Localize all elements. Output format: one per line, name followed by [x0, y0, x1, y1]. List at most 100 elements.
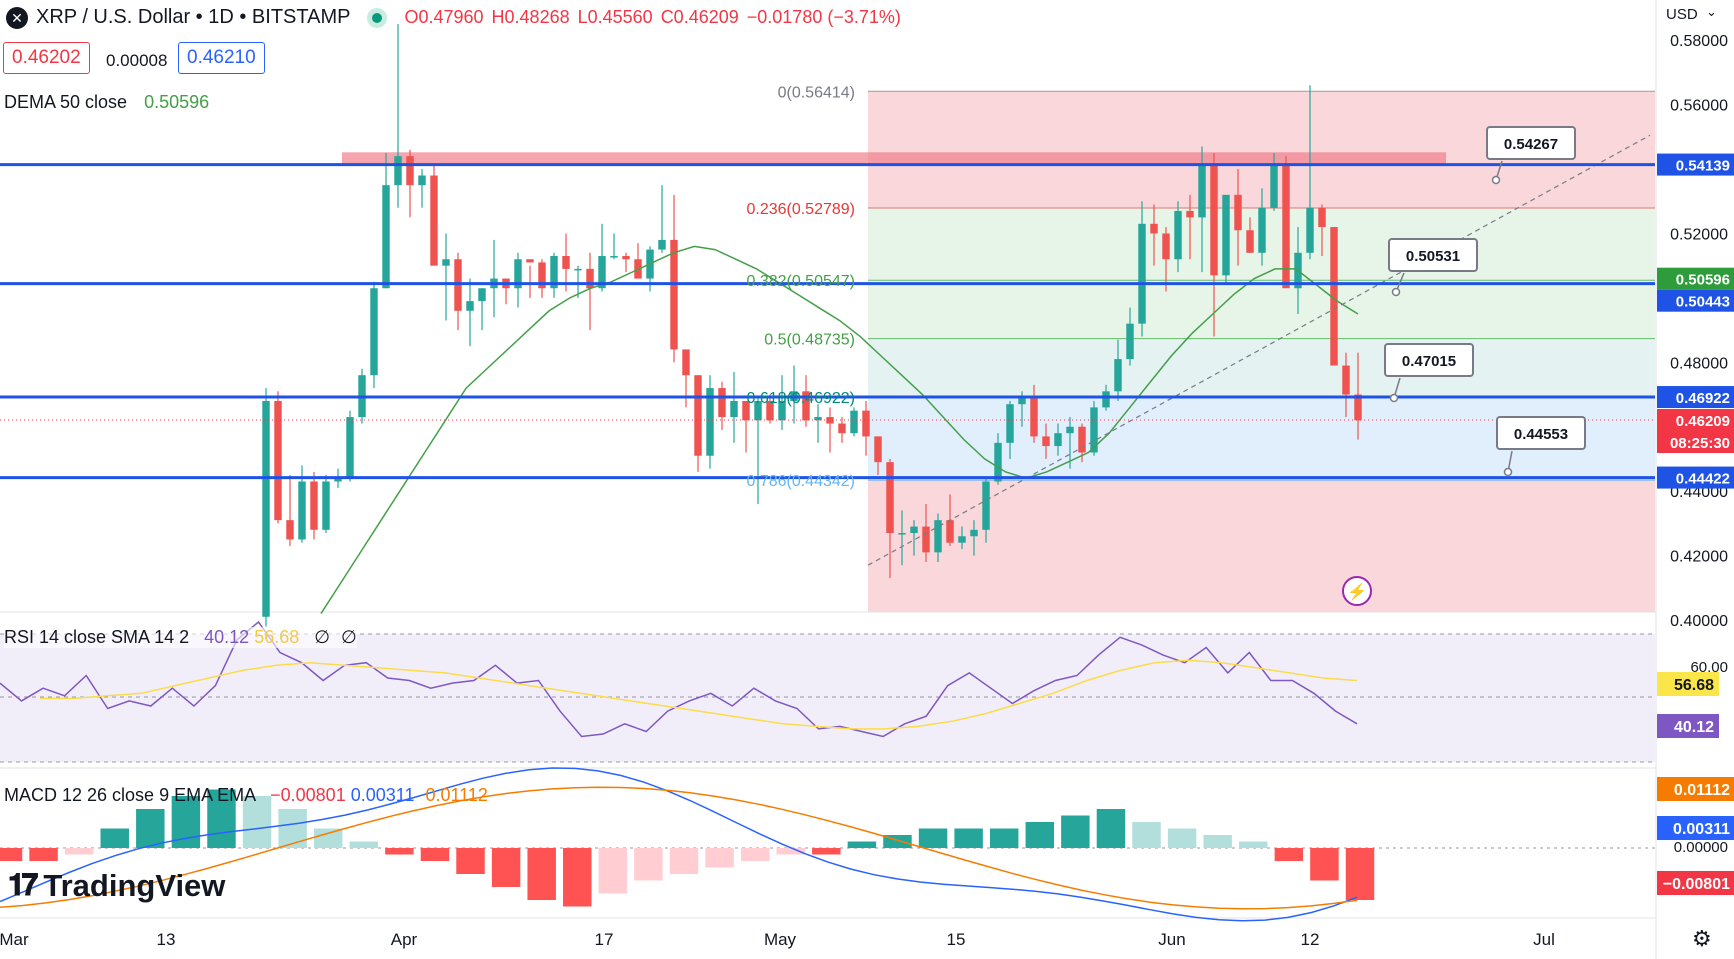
candle-body [1030, 397, 1038, 437]
price-axis-tag [1657, 267, 1734, 290]
price-axis-tag [1657, 466, 1734, 489]
currency-dropdown-icon[interactable]: ⌄ [1706, 4, 1717, 19]
candle-body [538, 262, 546, 289]
rsi-extra-1: ∅ [314, 627, 330, 647]
candle-body [694, 375, 702, 456]
ohlc-change: −0.01780 (−3.71%) [746, 7, 901, 27]
candle-body [382, 185, 390, 289]
candle-body [1138, 223, 1146, 324]
macd-histogram-bar [385, 848, 414, 855]
candle-body [514, 259, 522, 289]
macd-line-value: 0.00311 [350, 785, 415, 805]
price-axis-tag [1657, 431, 1734, 454]
candle-body [322, 481, 330, 530]
candle-body [406, 156, 414, 186]
macd-histogram-bar [669, 848, 699, 874]
macd-legend[interactable]: MACD 12 26 close 9 EMA EMA −0.00801 0.00… [4, 785, 488, 806]
fib-zone [868, 338, 1655, 398]
candle-body [370, 288, 378, 376]
callout-value: 0.50531 [1406, 248, 1460, 265]
price-axis-tag-value: 0.50443 [1676, 294, 1730, 311]
rsi-value: 40.12 [204, 627, 250, 647]
candle-body [550, 256, 558, 289]
candle-body [958, 536, 966, 543]
bid-price-box[interactable]: 0.46202 [3, 42, 90, 74]
dema-legend[interactable]: DEMA 50 close 0.50596 [4, 92, 209, 113]
time-axis-label: 12 [1301, 930, 1320, 949]
fib-level-label: 0.382(0.50547) [746, 273, 855, 290]
xrp-logo-icon: ✕ [6, 6, 28, 29]
price-axis-tick: 0.58000 [1670, 33, 1728, 50]
rsi-axis-tag [1657, 714, 1719, 738]
candle-body [1342, 365, 1350, 395]
macd-axis-tag [1657, 871, 1734, 895]
macd-histogram-bar [1310, 848, 1339, 881]
price-axis-tag-value: 0.54139 [1676, 158, 1730, 175]
macd-histogram-bar [740, 848, 770, 861]
candle-body [982, 481, 990, 530]
candle-body [622, 256, 630, 260]
fib-level-label: 0(0.56414) [778, 84, 855, 101]
macd-axis-tag-value: 0.00311 [1673, 821, 1730, 838]
symbol-title[interactable]: XRP / U.S. Dollar • 1D • BITSTAMP [36, 6, 351, 28]
candle-body [1090, 407, 1098, 453]
macd-axis-tag [1657, 777, 1734, 801]
resistance-zone [342, 152, 1446, 166]
callout-anchor [1503, 467, 1513, 477]
candle-body [814, 417, 822, 421]
time-axis-label: May [764, 930, 797, 949]
candle-body [1354, 394, 1362, 421]
tradingview-wordmark: TradingView [43, 868, 226, 903]
rsi-legend[interactable]: RSI 14 close SMA 14 2 40.12 56.68 ∅ ∅ [4, 627, 357, 648]
macd-histogram-bar [1132, 822, 1161, 848]
candle-body [886, 462, 894, 534]
candle-body [706, 388, 714, 456]
candle-body [898, 533, 906, 535]
fib-zone [868, 480, 1655, 612]
candle-body [1102, 391, 1110, 408]
ask-price-box[interactable]: 0.46210 [178, 42, 265, 74]
macd-histogram-bar [100, 828, 129, 848]
chart-header: ✕ XRP / U.S. Dollar • 1D • BITSTAMP O0.4… [6, 6, 901, 29]
tradingview-logo-icon: 𝟏𝟕 [8, 869, 38, 902]
macd-histogram-bar [634, 848, 663, 881]
candle-body [766, 400, 774, 421]
candle-body [730, 400, 738, 418]
time-axis-label: Jun [1158, 930, 1185, 949]
candle-body [922, 526, 930, 553]
candle-body [1174, 210, 1182, 260]
candle-body [346, 417, 354, 479]
candle-body [1162, 233, 1170, 260]
macd-histogram-bar [954, 828, 983, 848]
price-axis-tag [1657, 153, 1734, 176]
candle-body [466, 301, 474, 311]
candle-body [1186, 210, 1194, 218]
price-axis-tag [1657, 409, 1734, 432]
macd-axis-tag-value: −0.00801 [1663, 876, 1730, 893]
macd-signal-line [0, 786, 1358, 910]
price-axis-tag-value: 0.50596 [1676, 272, 1730, 289]
candle-body [298, 481, 306, 540]
candle-body [934, 520, 942, 553]
macd-histogram-bar [242, 796, 272, 848]
rsi-axis-tag-value: 56.68 [1674, 677, 1714, 694]
candle-body [1330, 227, 1338, 366]
candle-body [1018, 397, 1026, 405]
rsi-axis-tag [1657, 672, 1719, 696]
settings-gear-icon[interactable]: ⚙ [1692, 926, 1712, 951]
macd-signal-value: 0.01112 [425, 785, 488, 805]
macd-histogram-bar [491, 848, 521, 887]
dema-line [320, 245, 1359, 614]
macd-histogram-bar [776, 848, 805, 855]
candle-body [394, 156, 402, 186]
candle-body [1318, 207, 1326, 228]
callout-box [1388, 238, 1478, 272]
macd-histogram-bar [1096, 809, 1126, 848]
macd-histogram-bar [349, 841, 379, 848]
tradingview-logo[interactable]: 𝟏𝟕 TradingView [8, 868, 225, 904]
ohlc-close: C0.46209 [660, 7, 739, 27]
currency-label[interactable]: USD [1666, 6, 1698, 23]
candle-body [310, 481, 318, 530]
candle-body [850, 410, 858, 434]
